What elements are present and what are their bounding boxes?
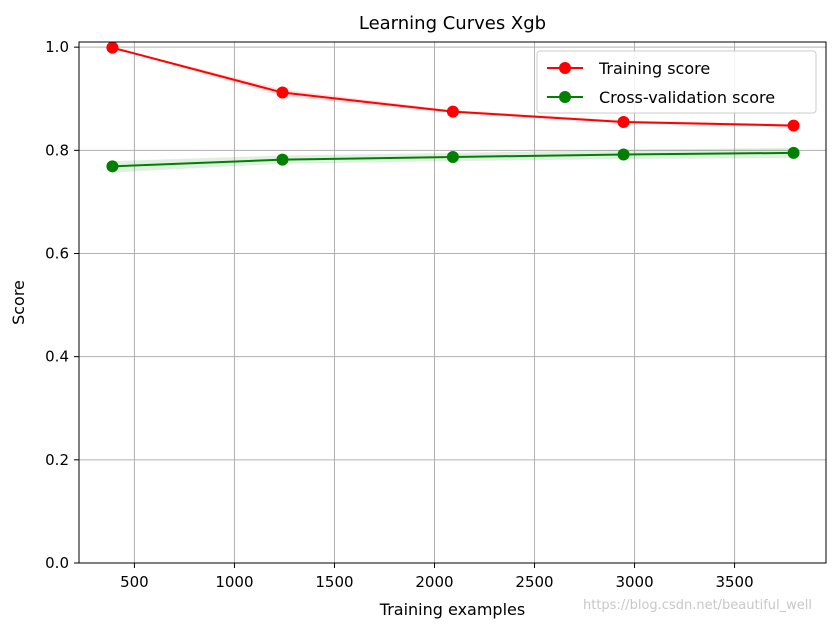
legend: Training score Cross-validation score bbox=[536, 50, 817, 114]
series-layer bbox=[106, 41, 800, 173]
y-tick-label: 0.0 bbox=[45, 554, 69, 572]
x-tick-label: 1500 bbox=[315, 573, 353, 591]
x-tick-label: 2000 bbox=[415, 573, 453, 591]
watermark-text: https://blog.csdn.net/beautiful_well bbox=[583, 598, 813, 613]
tick-layer: 500 1000 1500 2000 2500 3000 3500 0.0 0.2 0.4 0.6 0… bbox=[45, 38, 754, 591]
cross-validation-score-point bbox=[106, 160, 119, 173]
x-tick-label: 2500 bbox=[515, 573, 553, 591]
y-tick-label: 0.2 bbox=[45, 451, 69, 469]
plot-frame bbox=[78, 41, 827, 564]
grid-layer bbox=[79, 42, 826, 564]
training-score-point bbox=[617, 115, 630, 128]
cross-validation-score-point bbox=[276, 153, 289, 166]
training-score-point bbox=[106, 41, 119, 54]
x-tick-label: 3500 bbox=[715, 573, 753, 591]
x-tick-label: 3000 bbox=[615, 573, 653, 591]
y-tick-label: 1.0 bbox=[45, 38, 69, 56]
legend-training-score-marker bbox=[559, 62, 571, 74]
training-score-point bbox=[276, 86, 289, 99]
legend-training-score-label: Training score bbox=[598, 59, 710, 78]
chart-title: Learning Curves Xgb bbox=[359, 13, 546, 34]
y-tick-label: 0.6 bbox=[45, 244, 69, 262]
legend-cross-validation-score-marker bbox=[559, 91, 571, 103]
training-score-point bbox=[787, 119, 800, 132]
y-axis-label: Score bbox=[9, 280, 28, 325]
legend-cross-validation-score-label: Cross-validation score bbox=[599, 88, 775, 107]
training-score-point bbox=[446, 105, 459, 118]
legend-box bbox=[536, 50, 817, 114]
x-axis-label: Training examples bbox=[379, 600, 525, 619]
cross-validation-score-point bbox=[617, 148, 630, 161]
x-tick-label: 1000 bbox=[215, 573, 253, 591]
cross-validation-score-point bbox=[787, 146, 800, 159]
x-tick-label: 500 bbox=[120, 573, 149, 591]
y-tick-label: 0.4 bbox=[45, 348, 69, 366]
cross-validation-score-point bbox=[446, 151, 459, 164]
y-tick-label: 0.8 bbox=[45, 141, 69, 159]
